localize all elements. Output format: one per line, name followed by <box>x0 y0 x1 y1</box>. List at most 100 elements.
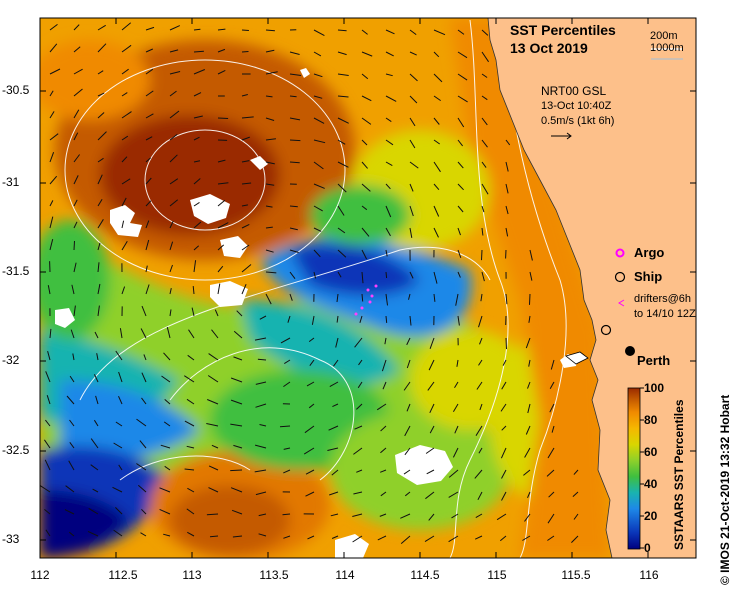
current-vector <box>525 425 531 435</box>
credit-label: © IMOS 21-Oct-2019 13:32 Hobart <box>718 394 732 585</box>
current-vector <box>113 529 123 537</box>
current-vector <box>457 161 464 169</box>
current-vector <box>328 425 339 431</box>
current-vector <box>169 25 181 31</box>
current-vector <box>68 531 75 537</box>
current-vector <box>209 535 219 538</box>
current-vector <box>69 442 75 449</box>
current-vector <box>481 205 485 213</box>
current-vector <box>169 110 180 119</box>
current-vector <box>254 444 267 449</box>
current-vector <box>169 134 178 141</box>
current-vector <box>313 73 323 78</box>
current-legend: NRT00 GSL 13-Oct 10:40Z 0.5m/s (1kt 6h) <box>541 84 614 129</box>
current-vector <box>68 460 75 471</box>
current-vector <box>337 139 346 145</box>
current-vector <box>284 359 291 365</box>
current-vector <box>73 46 81 53</box>
current-vector <box>236 310 243 317</box>
current-vector <box>353 491 363 495</box>
current-vector <box>241 29 249 31</box>
current-vector <box>217 28 226 31</box>
current-vector <box>476 381 483 390</box>
current-vector <box>241 116 254 119</box>
current-scale-label: 0.5m/s (1kt 6h) <box>541 115 615 127</box>
current-vector <box>361 73 369 80</box>
current-vector <box>49 175 58 185</box>
current-vector <box>265 205 273 208</box>
current-vector <box>289 227 298 231</box>
current-vector <box>163 533 171 537</box>
current-vector <box>73 68 83 75</box>
current-vector <box>529 271 533 281</box>
current-vector <box>46 395 51 405</box>
current-vector <box>385 227 391 237</box>
current-vector <box>186 508 195 515</box>
current-vector <box>207 399 219 405</box>
current-vector <box>457 95 468 103</box>
x-tick-label: 113 <box>182 568 202 582</box>
current-vector <box>72 353 75 361</box>
current-vector <box>457 249 462 258</box>
current-vector <box>211 329 219 339</box>
current-vector <box>259 424 267 427</box>
current-vector <box>97 262 100 273</box>
current-vector <box>163 421 171 427</box>
current-vector <box>118 395 123 405</box>
current-vector <box>289 139 301 142</box>
current-vector <box>115 350 123 361</box>
current-vector <box>121 178 131 185</box>
current-vector <box>457 73 468 81</box>
current-vector <box>163 352 171 361</box>
current-vector <box>478 447 483 454</box>
current-vector <box>49 111 55 119</box>
current-vector <box>193 245 200 251</box>
current-vector <box>500 403 507 412</box>
current-vector <box>97 242 101 251</box>
current-vector <box>186 445 195 449</box>
current-vector <box>279 425 291 428</box>
current-vector <box>92 488 99 493</box>
current-vector <box>329 381 339 388</box>
current-vector <box>428 513 435 521</box>
current-vector <box>479 337 483 345</box>
current-vector <box>95 395 99 405</box>
current-vector <box>358 359 363 366</box>
current-vector <box>119 328 123 339</box>
current-vector <box>164 465 171 471</box>
current-vector <box>500 447 507 459</box>
current-vector <box>118 371 123 383</box>
current-vector <box>44 509 51 515</box>
current-vector <box>193 28 201 31</box>
current-vector <box>241 223 250 229</box>
current-vector <box>409 139 416 149</box>
current-vector <box>433 29 446 36</box>
current-vector <box>474 535 483 540</box>
current-vector <box>481 117 488 126</box>
current-vector <box>73 305 76 317</box>
current-vector <box>136 418 147 427</box>
current-vector <box>385 51 394 57</box>
current-vector <box>384 337 387 345</box>
current-vector <box>283 469 291 474</box>
current-time-label: 13-Oct 10:40Z <box>541 100 612 112</box>
current-vector <box>529 249 533 261</box>
current-vector <box>97 131 107 141</box>
x-tick-label: 115 <box>487 568 507 582</box>
current-vector <box>457 205 464 213</box>
current-vector <box>433 271 438 284</box>
current-vector <box>145 177 152 185</box>
current-vector <box>69 419 75 427</box>
current-vector <box>97 199 103 207</box>
current-vector <box>214 309 219 317</box>
current-vector <box>206 423 219 427</box>
current-vector <box>454 425 459 434</box>
current-vector <box>254 469 267 473</box>
current-vector <box>169 264 173 273</box>
current-vector <box>337 227 346 234</box>
current-vector <box>335 337 339 348</box>
current-vector <box>478 359 483 366</box>
current-vector <box>382 381 387 390</box>
current-vector <box>337 249 347 258</box>
current-vector <box>425 491 435 500</box>
